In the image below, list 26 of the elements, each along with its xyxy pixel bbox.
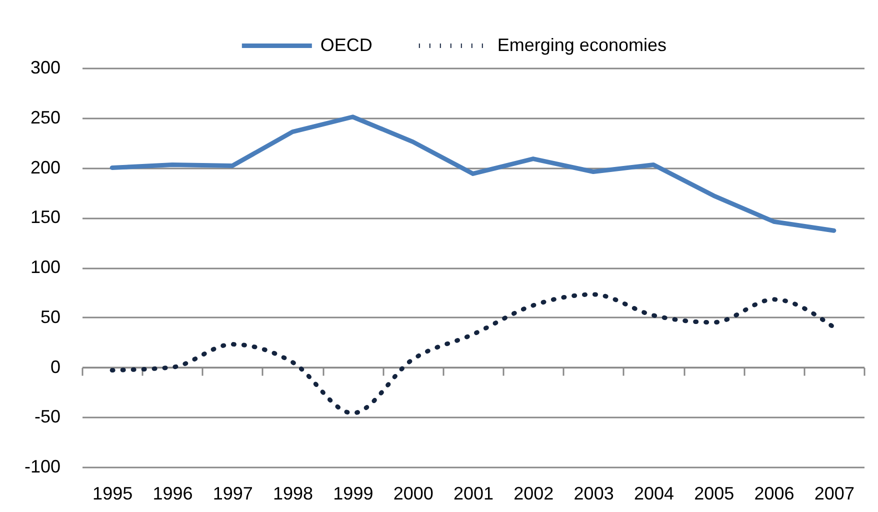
x-tick-label: 2003 — [574, 484, 614, 504]
y-tick-label: 100 — [30, 257, 60, 277]
x-tick-label: 1999 — [333, 484, 374, 504]
x-tick-label: 1997 — [212, 484, 253, 504]
x-tick-label: 2001 — [453, 484, 494, 504]
y-tick-label: -50 — [34, 406, 60, 427]
y-tick-label: 50 — [40, 306, 60, 327]
line-series — [110, 114, 836, 233]
x-tick-label: 2006 — [754, 484, 794, 504]
y-tick-label: 200 — [30, 157, 60, 178]
x-tick-label: 2002 — [514, 484, 554, 504]
y-tick-label: -100 — [24, 456, 60, 476]
legend-label: OECD — [320, 34, 372, 55]
x-tick-label: 1996 — [152, 484, 193, 504]
x-tick-label: 2004 — [634, 484, 674, 504]
x-tick-label: 1998 — [273, 484, 314, 504]
y-tick-label: 250 — [30, 107, 60, 128]
y-tick-label: 0 — [50, 356, 60, 377]
x-tick-label: 2007 — [814, 484, 854, 504]
x-tick-label: 2005 — [694, 484, 734, 504]
y-tick-label: 150 — [30, 207, 60, 228]
y-tick-label: 300 — [30, 58, 60, 78]
x-tick-label: 1995 — [92, 484, 133, 504]
legend-label: Emerging economies — [497, 34, 666, 55]
line-series — [110, 292, 836, 416]
x-tick-label: 2000 — [393, 484, 434, 504]
